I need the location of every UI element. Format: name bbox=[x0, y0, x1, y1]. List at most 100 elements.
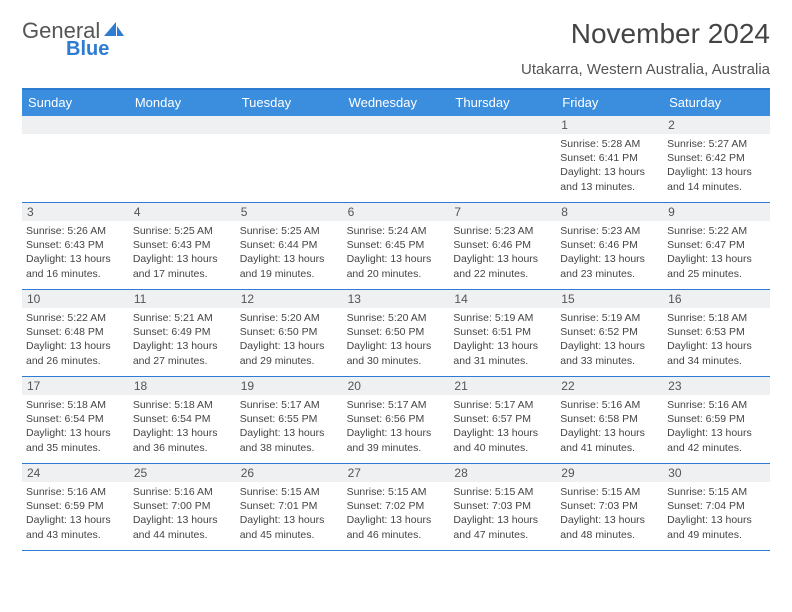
daylight-text: Daylight: 13 hours and 19 minutes. bbox=[240, 252, 339, 280]
sunset-text: Sunset: 6:52 PM bbox=[560, 325, 659, 339]
day-number: 5 bbox=[236, 203, 343, 221]
day-number: 6 bbox=[343, 203, 450, 221]
sunrise-text: Sunrise: 5:26 AM bbox=[26, 224, 125, 238]
day-number: 28 bbox=[449, 464, 556, 482]
day-number: 15 bbox=[556, 290, 663, 308]
daylight-text: Daylight: 13 hours and 48 minutes. bbox=[560, 513, 659, 541]
weekday-header: Saturday bbox=[663, 90, 770, 116]
weekday-header: Tuesday bbox=[236, 90, 343, 116]
sunset-text: Sunset: 6:51 PM bbox=[453, 325, 552, 339]
sunrise-text: Sunrise: 5:23 AM bbox=[560, 224, 659, 238]
sunrise-text: Sunrise: 5:19 AM bbox=[560, 311, 659, 325]
sunset-text: Sunset: 6:55 PM bbox=[240, 412, 339, 426]
sunset-text: Sunset: 6:43 PM bbox=[26, 238, 125, 252]
calendar-week-row: 10Sunrise: 5:22 AMSunset: 6:48 PMDayligh… bbox=[22, 290, 770, 377]
calendar-cell: 7Sunrise: 5:23 AMSunset: 6:46 PMDaylight… bbox=[449, 203, 556, 289]
weekday-header: Sunday bbox=[22, 90, 129, 116]
sunset-text: Sunset: 7:03 PM bbox=[453, 499, 552, 513]
day-number: 24 bbox=[22, 464, 129, 482]
calendar-grid: Sunday Monday Tuesday Wednesday Thursday… bbox=[22, 88, 770, 551]
sunrise-text: Sunrise: 5:15 AM bbox=[347, 485, 446, 499]
calendar-cell: 13Sunrise: 5:20 AMSunset: 6:50 PMDayligh… bbox=[343, 290, 450, 376]
day-number: 3 bbox=[22, 203, 129, 221]
sunset-text: Sunset: 6:48 PM bbox=[26, 325, 125, 339]
calendar-cell: 2Sunrise: 5:27 AMSunset: 6:42 PMDaylight… bbox=[663, 116, 770, 202]
sunset-text: Sunset: 6:46 PM bbox=[560, 238, 659, 252]
daylight-text: Daylight: 13 hours and 41 minutes. bbox=[560, 426, 659, 454]
calendar-cell: 4Sunrise: 5:25 AMSunset: 6:43 PMDaylight… bbox=[129, 203, 236, 289]
sunset-text: Sunset: 6:44 PM bbox=[240, 238, 339, 252]
daylight-text: Daylight: 13 hours and 13 minutes. bbox=[560, 165, 659, 193]
day-number: 20 bbox=[343, 377, 450, 395]
sunset-text: Sunset: 6:59 PM bbox=[667, 412, 766, 426]
calendar-cell: 1Sunrise: 5:28 AMSunset: 6:41 PMDaylight… bbox=[556, 116, 663, 202]
day-number: 9 bbox=[663, 203, 770, 221]
page-title: November 2024 bbox=[571, 18, 770, 50]
calendar-week-row: 1Sunrise: 5:28 AMSunset: 6:41 PMDaylight… bbox=[22, 116, 770, 203]
calendar-week-row: 24Sunrise: 5:16 AMSunset: 6:59 PMDayligh… bbox=[22, 464, 770, 551]
day-number: 29 bbox=[556, 464, 663, 482]
sunrise-text: Sunrise: 5:22 AM bbox=[26, 311, 125, 325]
weekday-header: Thursday bbox=[449, 90, 556, 116]
sunrise-text: Sunrise: 5:18 AM bbox=[667, 311, 766, 325]
sunrise-text: Sunrise: 5:23 AM bbox=[453, 224, 552, 238]
sunrise-text: Sunrise: 5:17 AM bbox=[240, 398, 339, 412]
sunrise-text: Sunrise: 5:18 AM bbox=[133, 398, 232, 412]
sunset-text: Sunset: 6:41 PM bbox=[560, 151, 659, 165]
daylight-text: Daylight: 13 hours and 45 minutes. bbox=[240, 513, 339, 541]
daylight-text: Daylight: 13 hours and 30 minutes. bbox=[347, 339, 446, 367]
day-number: 4 bbox=[129, 203, 236, 221]
sunset-text: Sunset: 6:47 PM bbox=[667, 238, 766, 252]
daylight-text: Daylight: 13 hours and 39 minutes. bbox=[347, 426, 446, 454]
day-number: 2 bbox=[663, 116, 770, 134]
calendar-cell: 19Sunrise: 5:17 AMSunset: 6:55 PMDayligh… bbox=[236, 377, 343, 463]
sunrise-text: Sunrise: 5:15 AM bbox=[453, 485, 552, 499]
calendar-cell: 9Sunrise: 5:22 AMSunset: 6:47 PMDaylight… bbox=[663, 203, 770, 289]
weekday-header-row: Sunday Monday Tuesday Wednesday Thursday… bbox=[22, 90, 770, 116]
daylight-text: Daylight: 13 hours and 40 minutes. bbox=[453, 426, 552, 454]
sunrise-text: Sunrise: 5:16 AM bbox=[560, 398, 659, 412]
daylight-text: Daylight: 13 hours and 14 minutes. bbox=[667, 165, 766, 193]
daylight-text: Daylight: 13 hours and 44 minutes. bbox=[133, 513, 232, 541]
daylight-text: Daylight: 13 hours and 43 minutes. bbox=[26, 513, 125, 541]
calendar-cell bbox=[449, 116, 556, 202]
day-number: 17 bbox=[22, 377, 129, 395]
calendar-cell: 15Sunrise: 5:19 AMSunset: 6:52 PMDayligh… bbox=[556, 290, 663, 376]
sunrise-text: Sunrise: 5:28 AM bbox=[560, 137, 659, 151]
daylight-text: Daylight: 13 hours and 16 minutes. bbox=[26, 252, 125, 280]
sunset-text: Sunset: 7:01 PM bbox=[240, 499, 339, 513]
sunrise-text: Sunrise: 5:17 AM bbox=[453, 398, 552, 412]
daylight-text: Daylight: 13 hours and 25 minutes. bbox=[667, 252, 766, 280]
daylight-text: Daylight: 13 hours and 31 minutes. bbox=[453, 339, 552, 367]
day-number: 21 bbox=[449, 377, 556, 395]
day-number bbox=[343, 116, 450, 134]
day-number: 19 bbox=[236, 377, 343, 395]
day-number: 13 bbox=[343, 290, 450, 308]
daylight-text: Daylight: 13 hours and 47 minutes. bbox=[453, 513, 552, 541]
day-number: 7 bbox=[449, 203, 556, 221]
sunrise-text: Sunrise: 5:24 AM bbox=[347, 224, 446, 238]
location-subtitle: Utakarra, Western Australia, Australia bbox=[22, 61, 770, 78]
sunset-text: Sunset: 6:57 PM bbox=[453, 412, 552, 426]
calendar-cell: 8Sunrise: 5:23 AMSunset: 6:46 PMDaylight… bbox=[556, 203, 663, 289]
sunset-text: Sunset: 6:58 PM bbox=[560, 412, 659, 426]
sunrise-text: Sunrise: 5:16 AM bbox=[26, 485, 125, 499]
calendar-cell: 30Sunrise: 5:15 AMSunset: 7:04 PMDayligh… bbox=[663, 464, 770, 550]
sunrise-text: Sunrise: 5:17 AM bbox=[347, 398, 446, 412]
sunset-text: Sunset: 6:45 PM bbox=[347, 238, 446, 252]
calendar-cell: 6Sunrise: 5:24 AMSunset: 6:45 PMDaylight… bbox=[343, 203, 450, 289]
day-number bbox=[129, 116, 236, 134]
daylight-text: Daylight: 13 hours and 46 minutes. bbox=[347, 513, 446, 541]
sunset-text: Sunset: 7:02 PM bbox=[347, 499, 446, 513]
calendar-cell: 29Sunrise: 5:15 AMSunset: 7:03 PMDayligh… bbox=[556, 464, 663, 550]
calendar-cell: 18Sunrise: 5:18 AMSunset: 6:54 PMDayligh… bbox=[129, 377, 236, 463]
calendar-cell: 20Sunrise: 5:17 AMSunset: 6:56 PMDayligh… bbox=[343, 377, 450, 463]
day-number: 11 bbox=[129, 290, 236, 308]
sunset-text: Sunset: 6:49 PM bbox=[133, 325, 232, 339]
calendar-cell: 24Sunrise: 5:16 AMSunset: 6:59 PMDayligh… bbox=[22, 464, 129, 550]
calendar-cell: 16Sunrise: 5:18 AMSunset: 6:53 PMDayligh… bbox=[663, 290, 770, 376]
weekday-header: Friday bbox=[556, 90, 663, 116]
daylight-text: Daylight: 13 hours and 22 minutes. bbox=[453, 252, 552, 280]
day-number: 18 bbox=[129, 377, 236, 395]
day-number: 25 bbox=[129, 464, 236, 482]
